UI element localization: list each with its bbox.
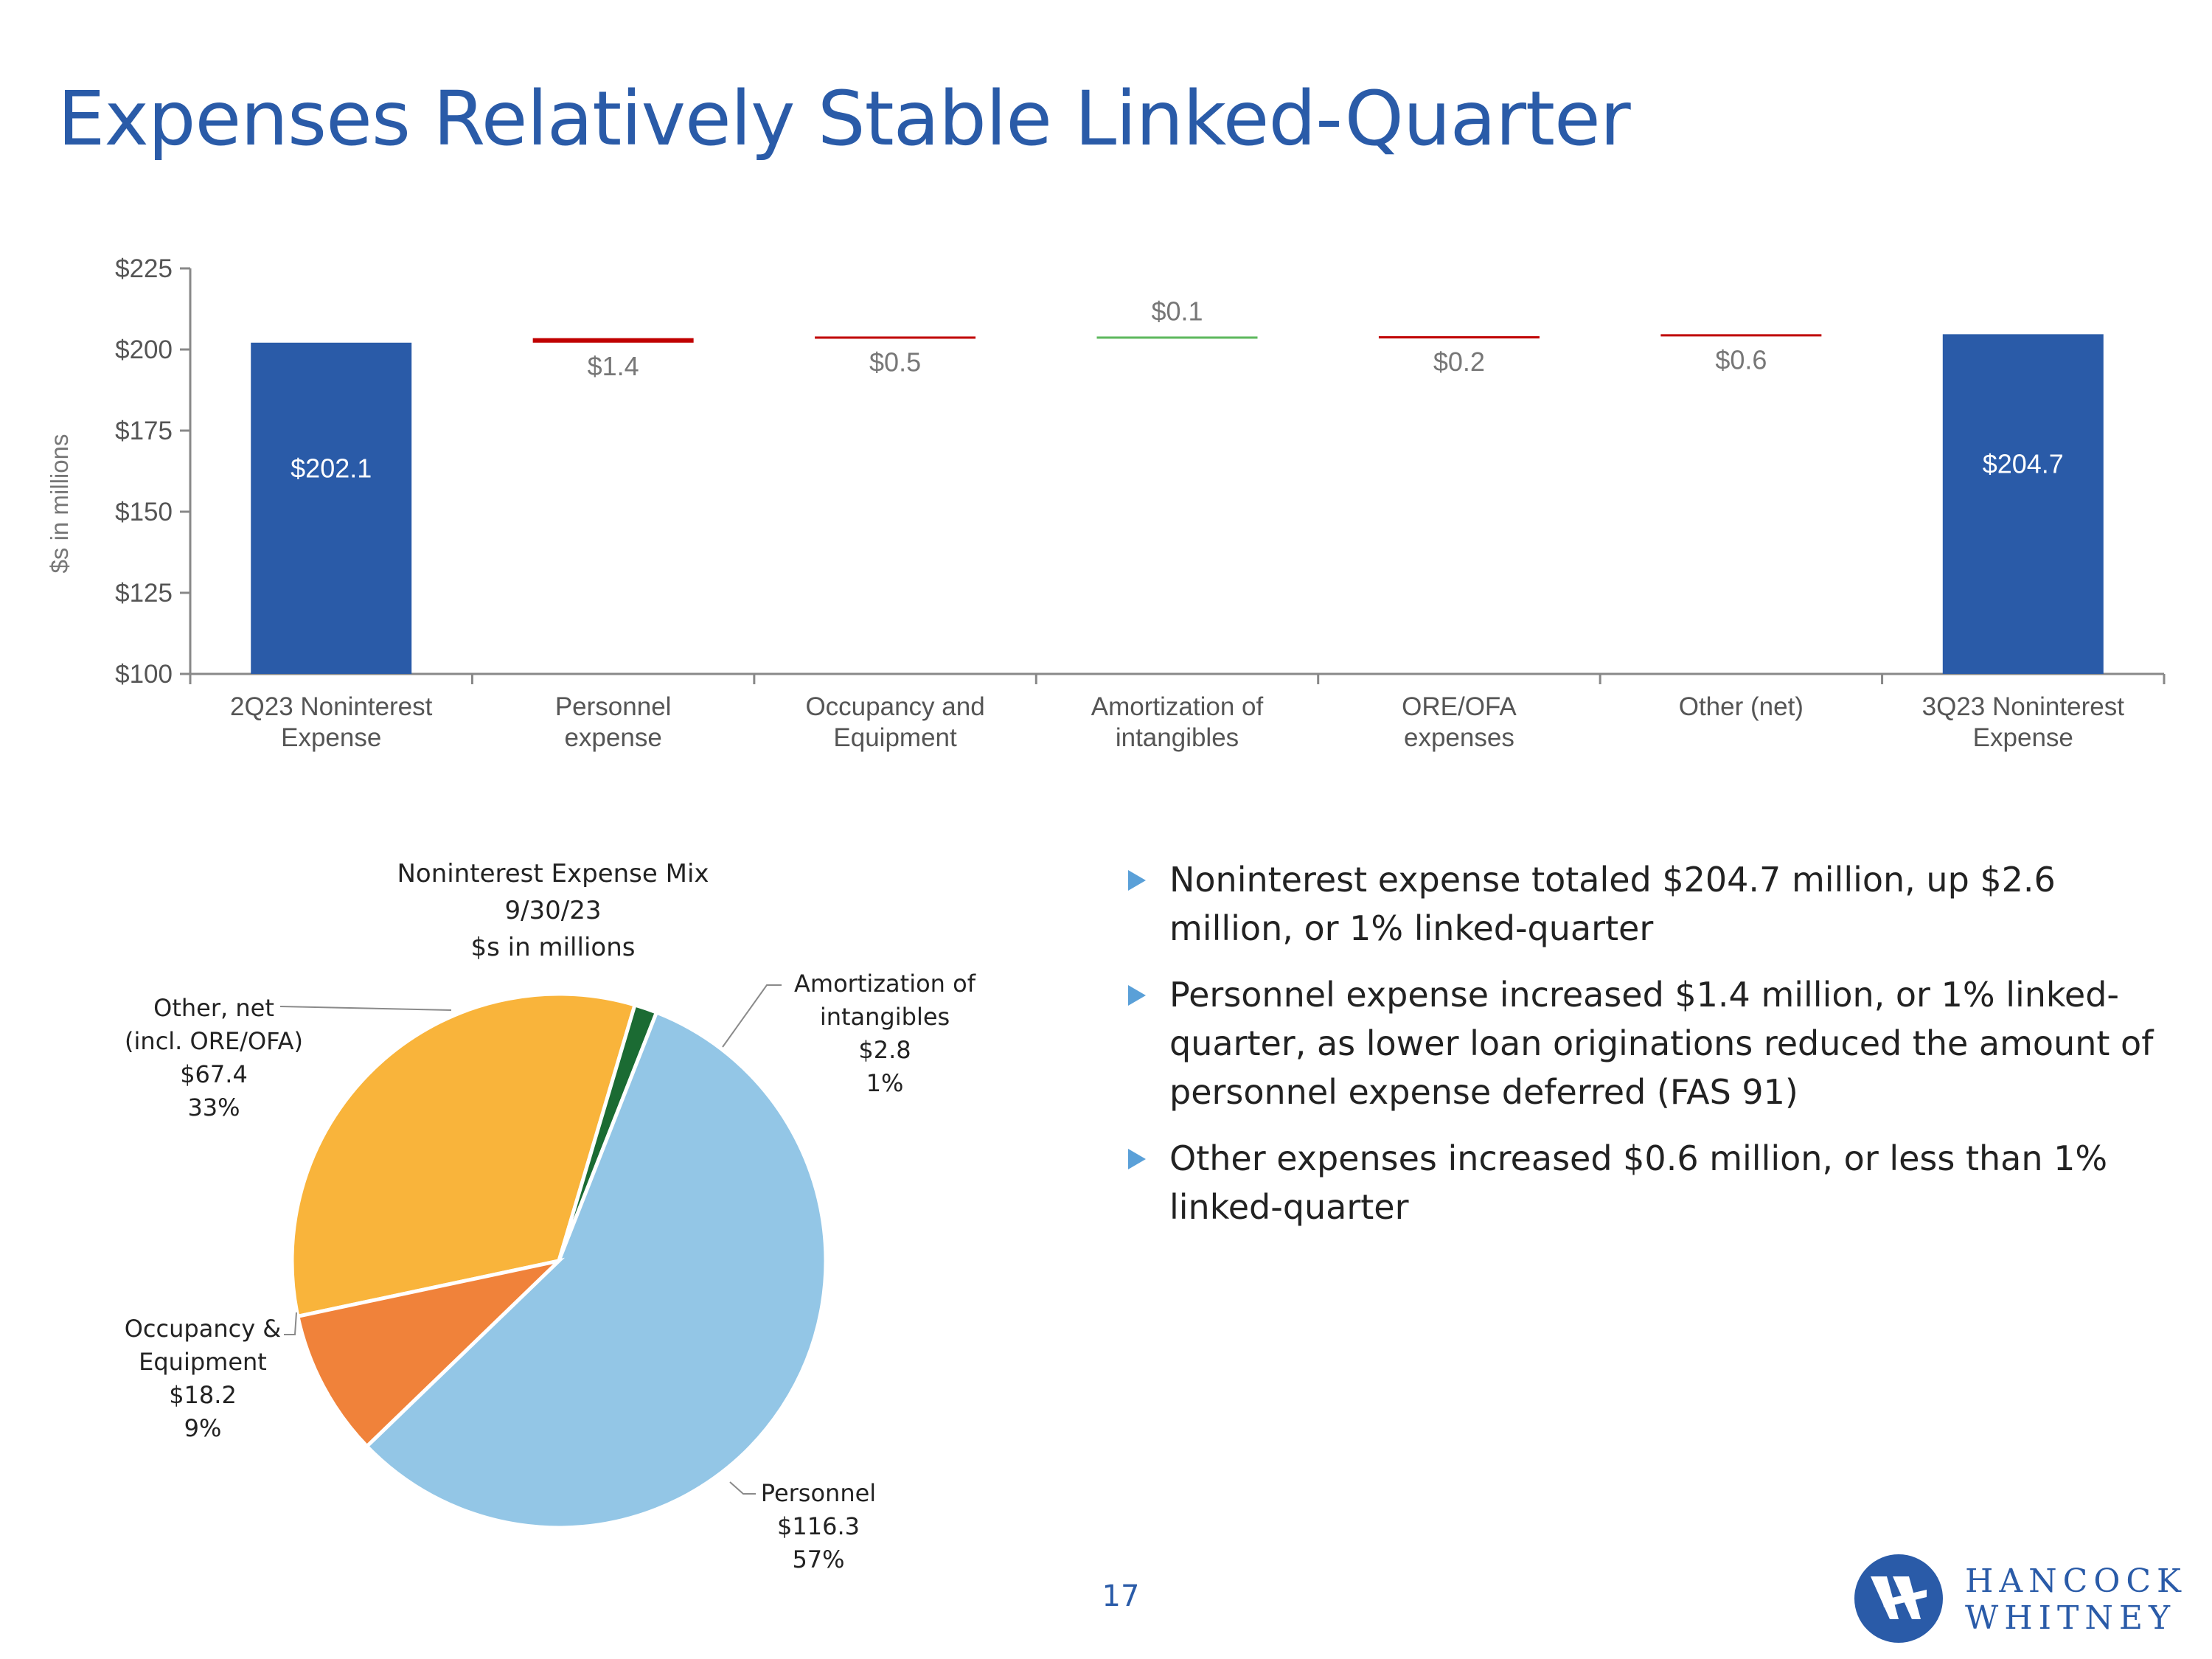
x-category-label: ORE/OFA [1402,692,1517,721]
pie-label-amortization: Amortization of intangibles $2.8 1% [782,967,988,1100]
pie-title-line: Noninterest Expense Mix [397,859,709,888]
data-label: $0.5 [869,347,921,377]
triangle-bullet-icon [1128,1149,1146,1169]
bar-increase [815,336,976,339]
pie-label-line: Occupancy & [124,1315,282,1343]
x-category-label: Personnel [555,692,672,721]
y-tick-label: $125 [115,579,173,608]
pie-label-occupancy: Occupancy & Equipment $18.2 9% [111,1312,295,1445]
pie-label-line: $67.4 [180,1060,248,1088]
triangle-bullet-icon [1128,985,1146,1006]
logo-line: HANCOCK [1965,1562,2187,1600]
pie-label-line: 57% [792,1545,845,1573]
pie-slice-other [290,992,638,1319]
pie-label-line: 9% [184,1414,222,1442]
pie-slice-personnel [364,1009,828,1530]
logo-line: WHITNEY [1965,1599,2176,1637]
bullet-text: Other expenses increased $0.6 million, o… [1169,1138,2108,1227]
y-tick-label: $100 [115,660,173,689]
x-category-label: 2Q23 Noninterest [230,692,433,721]
y-tick-label: $150 [115,498,173,526]
waterfall-chart: $100 $125 $150 $175 $200 $225 $s in millions $… [46,254,2166,752]
x-category-label: Occupancy and [805,692,984,721]
bar-increase [1378,335,1540,338]
bar-total [1942,334,2104,674]
pie-label-line: intangibles [819,1003,950,1031]
y-axis-label: $s in millions [46,434,73,574]
pie-label-line: 1% [866,1069,904,1097]
pie-slices [290,992,828,1530]
bar-decrease [1096,336,1258,339]
bullet-list: Noninterest expense totaled $204.7 milli… [1128,855,2160,1249]
bullet-item: Other expenses increased $0.6 million, o… [1128,1134,2160,1231]
pie-title-line: 9/30/23 [504,896,602,925]
pie-label-line: $116.3 [777,1512,860,1540]
pie-title: Noninterest Expense Mix 9/30/23 $s in mi… [332,855,774,966]
waterfall-axes: $100 $125 $150 $175 $200 $225 $s in millions [46,254,2166,689]
leader-line-occupancy [284,1312,297,1335]
x-category-label: Expense [1973,723,2073,752]
y-tick-label: $200 [115,335,173,364]
leader-line-personnel [729,1481,756,1495]
pie-label-line: $2.8 [858,1036,911,1064]
bar-total [251,342,412,674]
page-title: Expenses Relatively Stable Linked-Quarte… [58,75,1631,163]
x-category-label: Amortization of [1091,692,1264,721]
page-number: 17 [1102,1579,1140,1613]
bar-increase [1660,334,1822,337]
bullet-item: Noninterest expense totaled $204.7 milli… [1128,855,2160,953]
pie-label-line: Equipment [139,1348,267,1376]
x-category-label: Expense [281,723,381,752]
pie-label-line: Amortization of [794,970,975,998]
triangle-bullet-icon [1128,870,1146,891]
logo-wordmark: HANCOCK WHITNEY [1965,1563,2187,1637]
pie-label-line: (incl. ORE/OFA) [125,1027,303,1055]
pie-label-line: $18.2 [169,1381,237,1409]
hancock-whitney-logo-icon [1854,1554,1943,1643]
data-label: $0.2 [1433,347,1485,377]
pie-label-other: Other, net (incl. ORE/OFA) $67.4 33% [111,992,317,1124]
data-label: $1.4 [588,351,639,381]
leader-line-amortization [722,984,782,1048]
x-category-label: expense [564,723,661,752]
leader-line-other [279,1006,452,1011]
waterfall-bars [251,334,2104,674]
pie-slice-occupancy [295,1257,566,1450]
y-tick-label: $175 [115,417,173,445]
bullet-text: Personnel expense increased $1.4 million… [1169,975,2154,1112]
x-category-label: intangibles [1116,723,1239,752]
x-category-label: Other (net) [1679,692,1804,721]
pie-label-line: 33% [187,1093,240,1121]
bar-increase [532,338,694,343]
x-category-label: Equipment [833,723,957,752]
data-label: $202.1 [291,453,372,483]
pie-chart [279,984,828,1530]
bullet-item: Personnel expense increased $1.4 million… [1128,970,2160,1116]
data-label: $204.7 [1983,449,2064,479]
data-label: $0.6 [1715,344,1767,375]
x-category-label: expenses [1404,723,1514,752]
pie-label-line: Other, net [153,994,274,1022]
x-category-label: 3Q23 Noninterest [1922,692,2125,721]
bullet-text: Noninterest expense totaled $204.7 milli… [1169,860,2056,948]
y-tick-label: $225 [115,254,173,283]
pie-title-line: $s in millions [470,933,636,962]
data-label: $0.1 [1151,296,1203,326]
pie-label-personnel: Personnel $116.3 57% [745,1477,892,1576]
pie-label-line: Personnel [760,1479,877,1507]
pie-leader-lines [279,984,782,1495]
